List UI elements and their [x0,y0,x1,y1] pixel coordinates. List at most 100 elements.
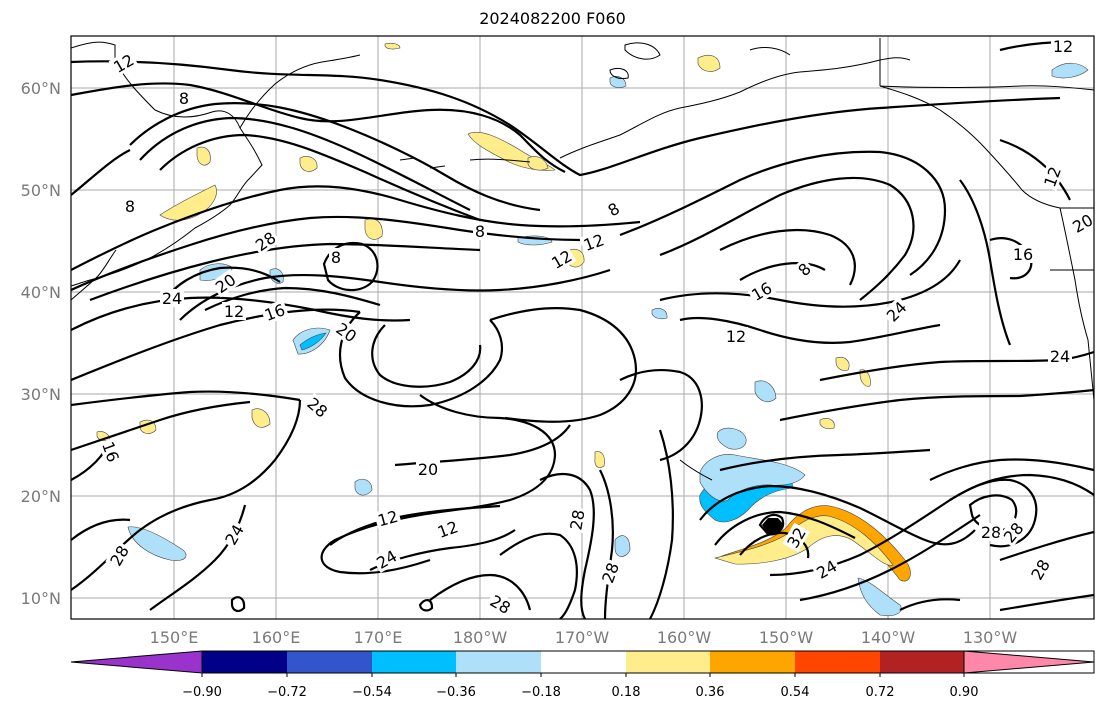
contour-line [949,478,1038,548]
coastline-alaska-south [879,85,1061,209]
contour-line [71,400,251,452]
contour-label-text: 12 [726,327,746,346]
contour-label-background [881,296,912,327]
contour-line [230,596,246,613]
longitude-tick-label: 150°E [150,628,199,647]
coastline-border [1050,207,1094,271]
contour-label-background [746,277,777,305]
colorbar-segment [287,651,372,673]
contour-line [418,599,434,612]
shade-negative-lightblue [754,380,777,403]
shade-positive-yellow [299,156,318,172]
contour-label-text: 8 [125,197,135,216]
contour-line [159,133,481,222]
contour-label: 8 [329,248,343,267]
contour-line [719,228,856,286]
contour-label-background [123,197,137,215]
longitude-tick-label: 170°E [354,628,403,647]
shade-negative-lightblue [609,76,627,88]
latitude-tick-label: 60°N [21,79,61,98]
latitude-labels: 60°N 50°N 40°N 30°N 20°N 10°N [21,79,61,608]
contour-label: 12 [373,506,402,530]
contour-label: 28 [566,506,589,534]
contour-label-text: 24 [162,289,182,308]
shade-negative-lightblue [716,427,747,450]
contour-line [659,176,915,301]
colorbar-segment [626,651,710,673]
contour-label-background [546,245,577,273]
contour-line [71,390,301,407]
contour-label-text: 28 [566,508,588,531]
contour-line [714,510,856,546]
contour-line [71,518,131,541]
contour-line [71,82,566,173]
contour-label: 16 [1011,245,1035,264]
contour-line [679,316,941,344]
contour-line [999,530,1094,562]
contour-line [799,514,981,602]
contour-line [179,268,611,321]
colorbar-segment-lower-extend [70,650,203,674]
shade-positive-yellow [819,418,835,430]
contour-label-background [566,506,588,534]
contour-label-background [602,197,625,221]
contour-label-text: 28 [981,523,1001,542]
contour-line [322,241,379,292]
contour-line [659,259,961,308]
contour-label-text: 20 [418,460,438,479]
contour-line [739,262,826,281]
colorbar-tick-label: 0.18 [612,685,641,700]
contour-line [819,350,1094,382]
latitude-tick-label: 10°N [21,589,61,608]
contour-line [429,573,532,611]
contour-line [599,469,614,619]
colorbar-segment [710,651,795,673]
contour-line [71,308,361,382]
colorbar-segment [541,651,626,673]
contour-label-background [724,327,748,345]
contour-label-background [260,299,290,325]
longitude-tick-label: 150°W [759,628,814,647]
contour-label-background [1011,245,1035,263]
shade-positive-yellow [527,156,549,171]
colorbar-segment [372,651,456,673]
contour-line [739,531,810,559]
shade-positive-yellow [384,42,401,50]
contour-label-background [416,460,440,478]
coastline-hawaii [679,459,713,481]
contour-label-background [329,248,343,266]
contour-label: 8 [602,197,625,221]
colorbar-tick-label: −0.90 [182,685,222,700]
contour-line [619,150,947,276]
shade-negative-lightblue [127,526,187,561]
colorbar-tick-label: −0.54 [352,685,392,700]
shade-positive-yellow [835,357,850,371]
contour-label-background [177,89,191,107]
contour-line [758,513,785,536]
contour-line [999,593,1094,612]
contour-label-background [105,540,133,571]
contour-label-background [371,545,402,573]
shade-positive-yellow [594,451,605,468]
shade-negative-lightblue [651,308,668,320]
contour-line [71,149,131,196]
contour-line [204,286,381,311]
colorbar-segment [456,651,541,673]
map-title: 2024082200 F060 [479,9,626,28]
coastline-japan [71,249,117,301]
contour-line [959,179,1012,346]
contour-label-background [373,506,402,530]
contour-label: 8 [123,197,137,216]
contour-line [899,598,961,611]
contour-line [71,185,641,271]
colorbar-tick-label: −0.18 [521,685,561,700]
colorbar-segment [795,651,880,673]
contour-line [779,388,1094,422]
contour-label-text: 8 [331,248,341,267]
latitude-tick-label: 50°N [21,181,61,200]
latitude-tick-label: 40°N [21,283,61,302]
contour-label-background [597,558,623,588]
contour-label-background [979,523,1003,541]
contour-label-background [485,590,516,618]
